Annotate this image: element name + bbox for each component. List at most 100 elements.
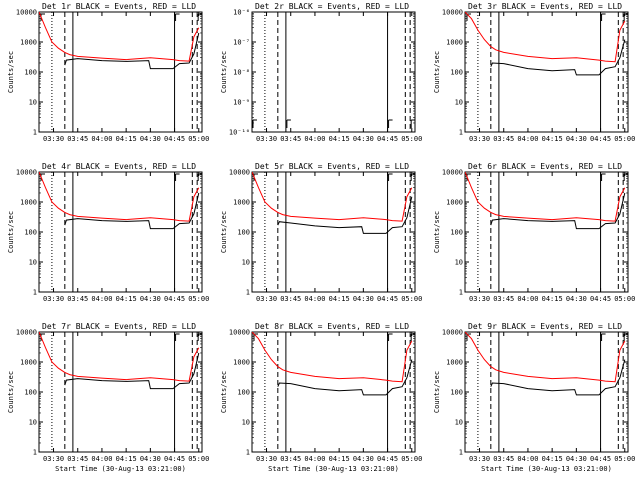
y-tick-label: 10000 [229,329,250,337]
y-axis-label: Counts/sec [433,211,441,253]
panel-title: Det 9r BLACK = Events, RED = LLD [468,322,622,331]
y-tick-label: 10000 [442,9,463,17]
y-tick-label: 10 [242,259,250,267]
x-tick-label: 04:30 [140,455,161,463]
x-axis-label: Start Time (30-Aug-13 03:21:00) [55,465,186,473]
time-mark [253,333,258,341]
x-tick-label: 05:00 [614,455,635,463]
x-tick-label: 04:00 [91,135,112,143]
y-tick-label: 10⁻⁶ [233,9,250,17]
x-tick-label: 03:45 [67,135,88,143]
x-tick-label: 03:30 [43,455,64,463]
x-tick-label: 03:30 [469,295,490,303]
x-tick-label: 04:45 [164,135,185,143]
plot-frame [251,331,416,453]
y-tick-label: 10000 [229,169,250,177]
time-mark [410,333,416,341]
x-tick-label: 04:00 [91,295,112,303]
time-mark [286,119,291,128]
y-tick-label: 10 [242,419,250,427]
x-tick-label: 04:15 [542,295,563,303]
series-lld-line [252,172,413,222]
y-tick-label: 1000 [20,39,37,47]
x-tick-label: 03:30 [469,455,490,463]
series-lld-line [465,12,626,63]
x-tick-label: 04:30 [140,295,161,303]
panel-title: Det 4r BLACK = Events, RED = LLD [42,162,196,171]
x-tick-label: 04:30 [353,135,374,143]
x-tick-label: 03:45 [67,295,88,303]
x-tick-label: 04:00 [304,295,325,303]
x-tick-label: 04:15 [542,455,563,463]
panel-title: Det 7r BLACK = Events, RED = LLD [42,322,196,331]
x-tick-label: 04:45 [590,135,611,143]
y-tick-label: 1000 [233,199,250,207]
panel-title: Det 2r BLACK = Events, RED = LLD [255,2,409,11]
x-tick-label: 04:30 [353,295,374,303]
x-tick-label: 04:45 [377,135,398,143]
x-tick-label: 03:45 [493,135,514,143]
y-tick-label: 1 [459,129,463,137]
plot-frame [464,11,629,133]
x-tick-label: 04:00 [304,455,325,463]
x-tick-label: 05:00 [188,455,209,463]
y-tick-label: 10000 [442,169,463,177]
x-tick-label: 03:45 [67,455,88,463]
panel-4: Det 4r BLACK = Events, RED = LLD 1 10 100 10… [7,162,209,303]
y-tick-label: 10000 [16,169,37,177]
y-tick-label: 100 [24,229,37,237]
x-tick-label: 04:00 [517,295,538,303]
y-tick-label: 1 [459,449,463,457]
panel-title: Det 5r BLACK = Events, RED = LLD [255,162,409,171]
y-tick-label: 1 [459,289,463,297]
y-tick-label: 1000 [20,199,37,207]
x-tick-label: 03:30 [256,295,277,303]
y-tick-label: 1000 [233,359,250,367]
x-tick-label: 04:45 [377,455,398,463]
time-mark [601,13,606,21]
x-tick-label: 03:30 [43,295,64,303]
y-axis-label: Counts/sec [220,211,228,253]
x-tick-label: 03:45 [493,455,514,463]
x-tick-label: 05:00 [188,135,209,143]
x-tick-label: 04:45 [590,455,611,463]
plot-frame [38,331,203,453]
x-tick-label: 05:00 [188,295,209,303]
x-tick-label: 03:30 [256,135,277,143]
x-tick-label: 04:15 [116,135,137,143]
series-events-line [64,32,200,70]
plot-frame [251,11,416,133]
y-tick-label: 10000 [442,329,463,337]
series-lld-line [39,172,200,222]
y-tick-label: 1 [246,449,250,457]
time-mark [252,119,257,128]
time-mark [623,13,629,21]
time-mark [388,333,393,341]
y-tick-label: 10 [455,259,463,267]
y-axis-label: Counts/sec [7,371,15,413]
time-mark [388,173,393,181]
y-tick-label: 100 [24,69,37,77]
time-mark [197,173,203,181]
y-tick-label: 10 [455,99,463,107]
series-events-line [64,192,200,230]
y-tick-label: 1000 [20,359,37,367]
y-tick-label: 100 [450,69,463,77]
x-tick-label: 04:00 [304,135,325,143]
y-tick-label: 1000 [446,199,463,207]
series-events-line [490,359,626,396]
x-tick-label: 03:30 [256,455,277,463]
series-lld-line [252,332,413,383]
panel-3: Det 3r BLACK = Events, RED = LLD 1 10 100 10… [433,2,635,143]
series-lld-line [39,12,200,62]
y-axis-label: Counts/sec [433,371,441,413]
y-tick-label: 1 [33,449,37,457]
y-axis-label: Counts/sec [7,51,15,93]
series-lld-line [39,332,200,382]
time-mark [197,333,203,341]
x-tick-label: 04:45 [377,295,398,303]
series-events-line [277,359,413,396]
time-mark [466,333,471,341]
x-tick-label: 03:45 [493,295,514,303]
